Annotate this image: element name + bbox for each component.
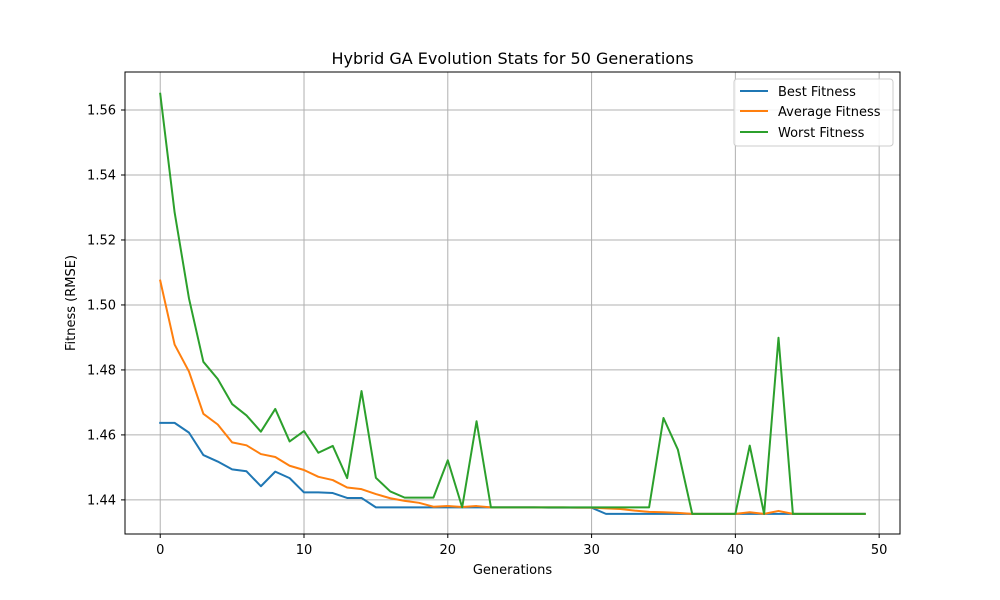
y-tick-label: 1.46 — [87, 428, 116, 443]
x-tick-label: 40 — [727, 543, 744, 558]
legend-label-worst: Worst Fitness — [778, 126, 865, 141]
chart-title: Hybrid GA Evolution Stats for 50 Generat… — [331, 49, 693, 68]
legend: Best Fitness Average Fitness Worst Fitne… — [733, 78, 894, 147]
y-axis-ticks: 1.44 1.46 1.48 1.50 1.52 1.54 1.56 — [87, 104, 125, 508]
y-tick-label: 1.44 — [87, 493, 116, 508]
series-lines — [159, 92, 866, 515]
y-tick-label: 1.48 — [87, 363, 116, 378]
grid — [125, 72, 900, 534]
y-tick-label: 1.52 — [87, 233, 116, 248]
series-line-worst-fitness — [159, 92, 866, 515]
plot-frame — [124, 71, 901, 535]
x-tick-label: 0 — [156, 543, 164, 558]
y-tick-label: 1.50 — [87, 298, 116, 313]
x-tick-label: 50 — [871, 543, 888, 558]
legend-box — [733, 78, 894, 147]
x-axis-ticks: 0 10 20 30 40 50 — [156, 534, 887, 558]
legend-label-best: Best Fitness — [778, 85, 856, 100]
x-tick-label: 30 — [583, 543, 600, 558]
x-tick-label: 20 — [440, 543, 457, 558]
x-axis-label: Generations — [473, 563, 553, 578]
legend-label-average: Average Fitness — [778, 105, 881, 120]
y-axis-label: Fitness (RMSE) — [64, 255, 79, 351]
y-tick-label: 1.54 — [87, 168, 116, 183]
y-tick-label: 1.56 — [87, 104, 116, 119]
x-tick-label: 10 — [296, 543, 313, 558]
